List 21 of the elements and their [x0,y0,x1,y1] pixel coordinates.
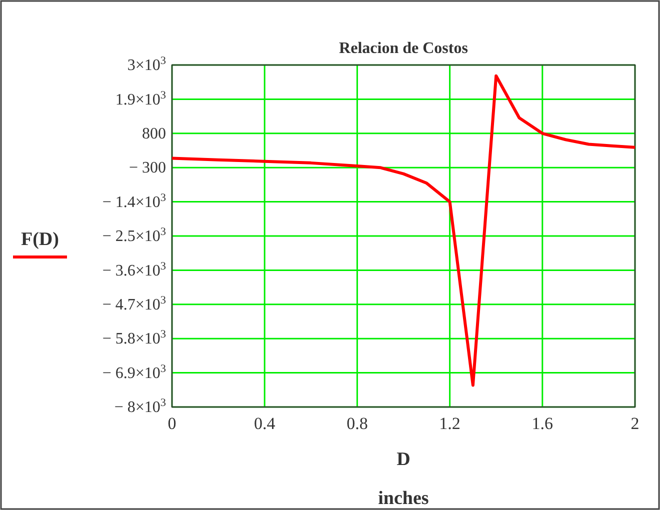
y-tick-label: − 300 [128,160,166,177]
x-axis-title: D [396,449,410,470]
x-tick-label: 2 [630,414,640,434]
y-tick-label: − 6.9×10$^{3}$ [102,362,166,382]
x-tick-label: 1.2 [439,414,460,434]
x-tick-label: 0.8 [346,414,368,434]
text: F(D) [21,229,59,250]
y-tick-label: 3×10$^{3}$ [127,55,166,74]
y-tick-label: − 8×10$^{3}$ [114,397,166,416]
x-tick-label: 0.4 [254,414,276,434]
y-tick-label: − 5.8×10$^{3}$ [102,328,166,348]
text: inches [378,488,429,509]
y-tick-label: − 3.6×10$^{3}$ [102,260,166,280]
y-tick-label: − 4.7×10$^{3}$ [102,294,166,314]
x-tick-label: 1.6 [532,414,554,434]
y-tick-label: − 2.5×10$^{3}$ [102,226,166,246]
y-tick-label: 800 [142,126,166,143]
y-tick-label: 1.9×10$^{3}$ [115,89,166,108]
y-tick-label: − 1.4×10$^{3}$ [102,192,166,211]
chart-title: Relacion de Costos [339,40,468,57]
x-tick-label: 0 [168,414,176,434]
